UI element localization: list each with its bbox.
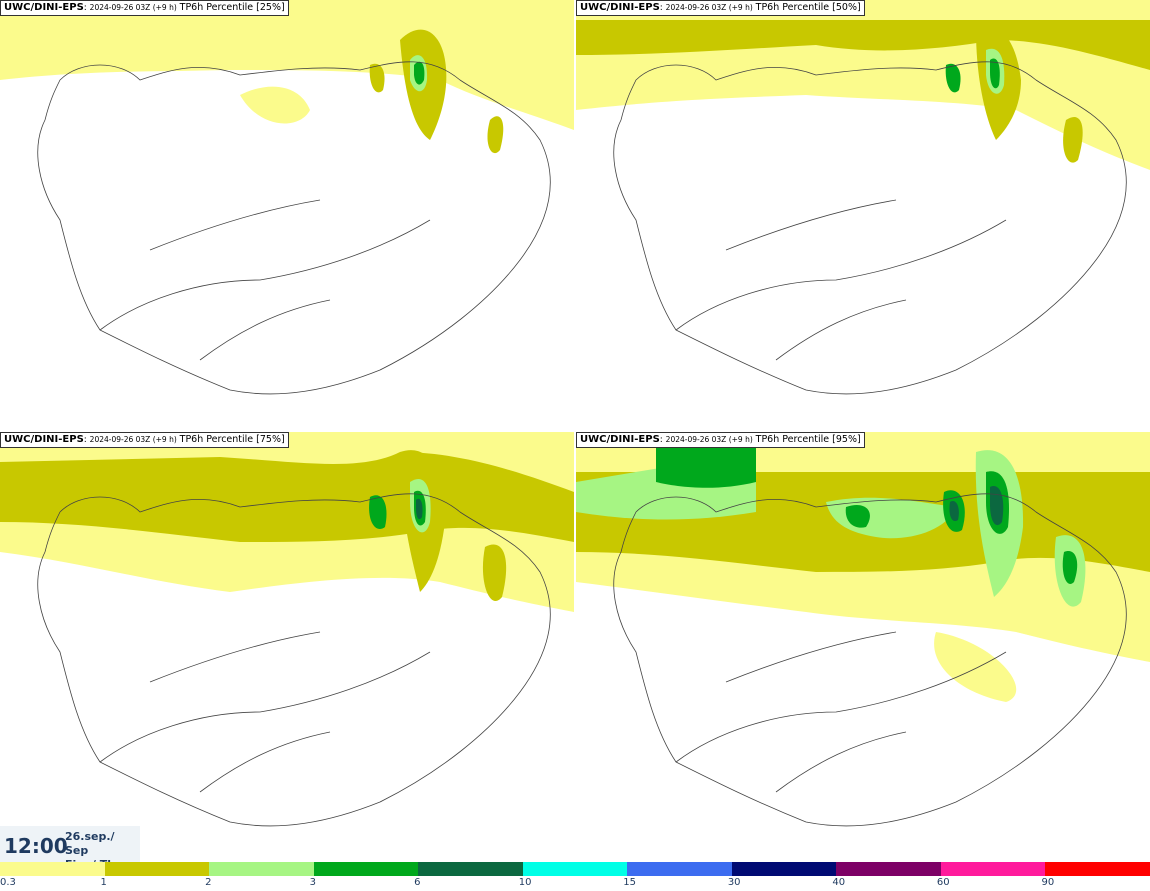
legend-swatch-4 bbox=[418, 862, 523, 876]
precip-map-p95 bbox=[576, 432, 1150, 827]
legend-swatch-1 bbox=[104, 862, 210, 876]
legend-swatch-10 bbox=[1045, 862, 1150, 876]
legend-tick: 40 bbox=[832, 877, 846, 888]
legend-color-bar bbox=[0, 862, 1150, 876]
iceland-coastline bbox=[37, 493, 551, 827]
legend-tick: 15 bbox=[623, 877, 636, 888]
precip-map-p75 bbox=[0, 432, 574, 827]
map-panel-p95: UWC/DINI-EPS: 2024-09-26 03Z (+9 h) TP6h… bbox=[576, 432, 1150, 862]
legend-tick: 3 bbox=[309, 877, 316, 888]
precip-map-p50 bbox=[576, 0, 1150, 395]
valid-time: 12:00 bbox=[4, 834, 68, 858]
iceland-coastline bbox=[613, 493, 1127, 827]
panel-title: UWC/DINI-EPS: 2024-09-26 03Z (+9 h) TP6h… bbox=[0, 0, 289, 16]
map-panel-p50: UWC/DINI-EPS: 2024-09-26 03Z (+9 h) TP6h… bbox=[576, 0, 1150, 430]
legend-tick: 0.3 bbox=[0, 877, 16, 888]
legend-tick: 6 bbox=[414, 877, 421, 888]
legend-tick: 1 bbox=[100, 877, 107, 888]
iceland-coastline bbox=[37, 61, 551, 395]
legend-swatch-7 bbox=[731, 862, 837, 876]
legend-tick-labels: 0.3 1 2 3 6 10 15 30 40 60 90 bbox=[0, 877, 1150, 891]
legend-swatch-0 bbox=[0, 862, 105, 876]
legend-swatch-5 bbox=[522, 862, 628, 876]
panel-title: UWC/DINI-EPS: 2024-09-26 03Z (+9 h) TP6h… bbox=[576, 432, 865, 448]
precip-map-p25 bbox=[0, 0, 574, 395]
legend-tick: 10 bbox=[518, 877, 532, 888]
map-panel-p25: UWC/DINI-EPS: 2024-09-26 03Z (+9 h) TP6h… bbox=[0, 0, 574, 430]
legend-swatch-6 bbox=[627, 862, 732, 876]
iceland-coastline bbox=[613, 61, 1127, 395]
legend-tick: 90 bbox=[1041, 877, 1055, 888]
panel-title: UWC/DINI-EPS: 2024-09-26 03Z (+9 h) TP6h… bbox=[576, 0, 865, 16]
legend-tick: 2 bbox=[205, 877, 212, 888]
map-panel-p75: UWC/DINI-EPS: 2024-09-26 03Z (+9 h) TP6h… bbox=[0, 432, 574, 862]
legend-swatch-3 bbox=[313, 862, 419, 876]
valid-time-box: 12:00 26.sep./ Sep Fim./ Thu bbox=[0, 826, 140, 871]
panel-title: UWC/DINI-EPS: 2024-09-26 03Z (+9 h) TP6h… bbox=[0, 432, 289, 448]
color-legend: 0.3 1 2 3 6 10 15 30 40 60 90 bbox=[0, 862, 1150, 891]
legend-swatch-8 bbox=[836, 862, 941, 876]
valid-date-text: 26.sep./ Sep bbox=[65, 830, 115, 857]
legend-tick: 60 bbox=[936, 877, 950, 888]
legend-swatch-2 bbox=[209, 862, 314, 876]
legend-swatch-9 bbox=[940, 862, 1046, 876]
panel-divider-horizontal bbox=[0, 430, 1150, 432]
legend-tick: 30 bbox=[727, 877, 741, 888]
